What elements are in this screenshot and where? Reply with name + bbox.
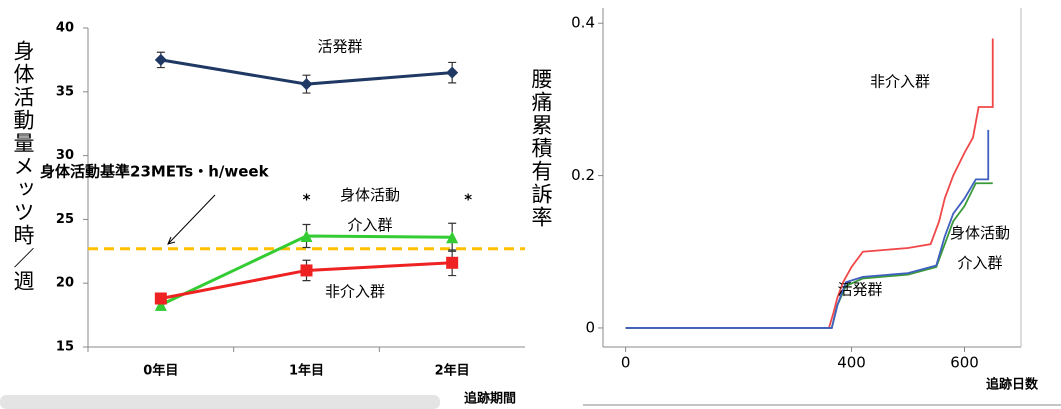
- y-axis-label: 身体活動量メッツ時／週: [11, 40, 35, 293]
- y-tick-label: 0: [585, 318, 595, 336]
- panel-edge: [0, 395, 440, 409]
- series-label: 非介入群: [870, 73, 930, 91]
- annotation-arrow-head: [167, 236, 176, 245]
- marker: [154, 298, 167, 311]
- y-axis-label: 腰痛累積有訴率: [529, 68, 553, 229]
- series-label: 活発群: [837, 281, 882, 299]
- y-tick-label: 35: [56, 84, 74, 99]
- marker: [300, 229, 313, 242]
- series-line: [625, 38, 994, 329]
- marker: [154, 53, 167, 66]
- marker: [446, 231, 459, 244]
- series-label: 活発群: [317, 38, 362, 56]
- x-tick-label: 1年目: [289, 363, 324, 379]
- series-label: 身体活動介入群: [950, 224, 1010, 272]
- y-tick-label: 15: [56, 340, 74, 355]
- y-tick-label: 0.2: [571, 166, 595, 184]
- x-axis-label: 追跡期間: [464, 391, 516, 407]
- marker: [154, 292, 167, 305]
- marker: [446, 256, 459, 269]
- y-tick-label: 20: [56, 276, 74, 291]
- series-line: [625, 182, 993, 329]
- x-tick-label: 0: [621, 354, 631, 372]
- series-label: 身体活動介入群: [340, 186, 400, 234]
- reference-label: 身体活動基準23METs・h/week: [40, 163, 270, 181]
- x-axis-label: 追跡日数: [986, 377, 1039, 393]
- marker: [300, 78, 313, 91]
- marker: [446, 66, 459, 79]
- y-tick-label: 40: [56, 21, 74, 36]
- x-tick-label: 600: [950, 354, 979, 372]
- x-tick-label: 400: [837, 354, 866, 372]
- series-label: 非介入群: [325, 283, 385, 301]
- annotation-arrow: [167, 194, 216, 245]
- y-tick-label: 0.4: [571, 14, 595, 32]
- significance-mark: *: [303, 191, 311, 209]
- significance-mark: *: [464, 191, 472, 209]
- x-tick-label: 2年目: [435, 363, 470, 379]
- x-tick-label: 0年目: [143, 363, 178, 379]
- series-line: [625, 129, 990, 329]
- y-tick-label: 30: [56, 148, 74, 163]
- marker: [300, 264, 313, 277]
- y-tick-label: 25: [56, 212, 74, 227]
